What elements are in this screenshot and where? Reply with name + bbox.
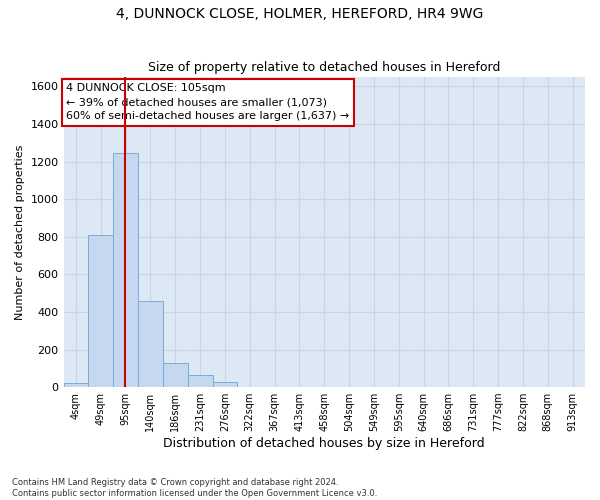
- Y-axis label: Number of detached properties: Number of detached properties: [15, 144, 25, 320]
- Bar: [188, 375, 212, 387]
- Text: 4, DUNNOCK CLOSE, HOLMER, HEREFORD, HR4 9WG: 4, DUNNOCK CLOSE, HOLMER, HEREFORD, HR4 …: [116, 8, 484, 22]
- Bar: [163, 362, 188, 387]
- Bar: [64, 384, 88, 387]
- Text: 4 DUNNOCK CLOSE: 105sqm
← 39% of detached houses are smaller (1,073)
60% of semi: 4 DUNNOCK CLOSE: 105sqm ← 39% of detache…: [66, 84, 349, 122]
- Bar: [212, 382, 238, 387]
- Title: Size of property relative to detached houses in Hereford: Size of property relative to detached ho…: [148, 62, 500, 74]
- Bar: [113, 153, 138, 387]
- Bar: [138, 300, 163, 387]
- Bar: [88, 235, 113, 387]
- X-axis label: Distribution of detached houses by size in Hereford: Distribution of detached houses by size …: [163, 437, 485, 450]
- Text: Contains HM Land Registry data © Crown copyright and database right 2024.
Contai: Contains HM Land Registry data © Crown c…: [12, 478, 377, 498]
